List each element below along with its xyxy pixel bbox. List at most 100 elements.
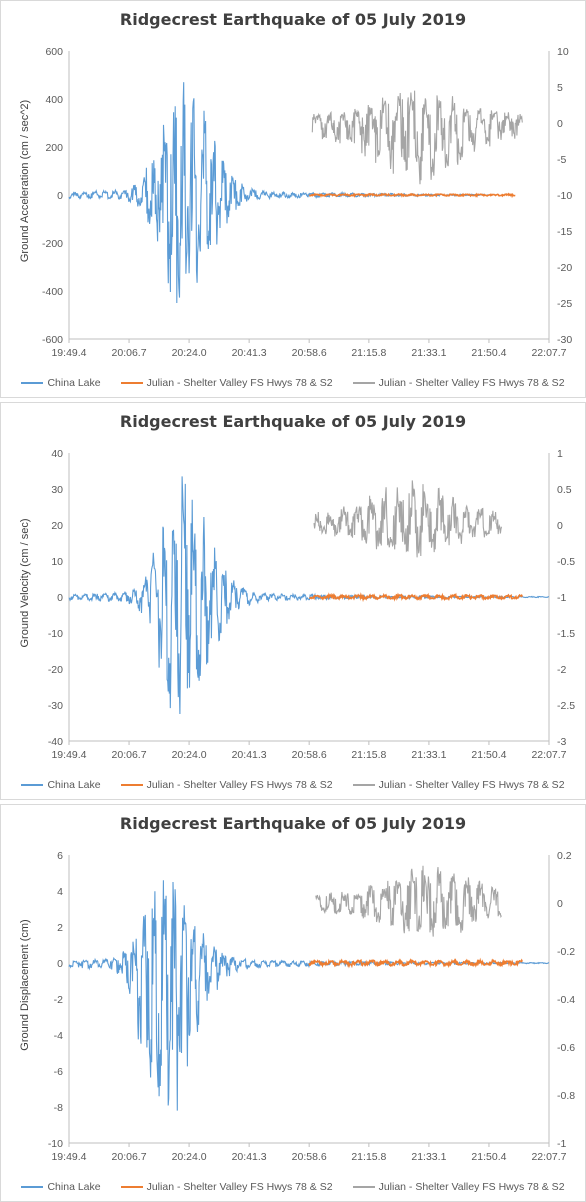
legend-swatch [21, 1186, 44, 1188]
x-tick-label: 21:15.8 [351, 1151, 386, 1163]
series-line-julian-left [309, 592, 524, 603]
y2-tick-label: -1 [557, 592, 566, 604]
x-tick-label: 21:50.4 [471, 347, 506, 359]
x-tick-label: 21:33.1 [411, 347, 446, 359]
x-tick-label: 21:15.8 [351, 749, 386, 761]
x-tick-label: 20:06.7 [112, 347, 147, 359]
x-tick-label: 19:49.4 [51, 1151, 86, 1163]
x-tick-label: 21:33.1 [411, 1151, 446, 1163]
y2-tick-label: 1 [557, 448, 563, 460]
chart-title: Ridgecrest Earthquake of 05 July 2019 [119, 814, 467, 833]
y-tick-label: 2 [57, 922, 63, 934]
series-line-julian-right [315, 865, 502, 937]
legend-item-china-lake: China Lake [21, 779, 101, 791]
series-line-julian-right [313, 480, 503, 558]
y-tick-label: 4 [57, 886, 63, 898]
legend-swatch [120, 382, 143, 384]
y-tick-label: -10 [48, 1138, 63, 1150]
y-tick-label: 30 [51, 484, 63, 496]
legend-item-julian-left: Julian - Shelter Valley FS Hwys 78 & S2 [120, 377, 333, 389]
x-tick-label: 20:41.3 [232, 749, 267, 761]
y2-tick-label: -15 [557, 226, 572, 238]
y-tick-label: -400 [42, 286, 63, 298]
series-line-julian-left [308, 957, 524, 969]
y2-tick-label: 10 [557, 46, 569, 58]
chart-panel-displacement: Ridgecrest Earthquake of 05 July 2019 Gr… [0, 804, 586, 1202]
y2-tick-label: -2 [557, 664, 566, 676]
y-tick-label: 10 [51, 556, 63, 568]
x-tick-label: 20:41.3 [232, 347, 267, 359]
series-line-china-lake [68, 82, 490, 304]
x-tick-label: 20:58.6 [292, 749, 327, 761]
legend-item-julian-right: Julian - Shelter Valley FS Hwys 78 & S2 [352, 1181, 565, 1193]
legend-item-julian-left: Julian - Shelter Valley FS Hwys 78 & S2 [120, 779, 333, 791]
y2-tick-label: -0.5 [557, 556, 575, 568]
legend: China Lake Julian - Shelter Valley FS Hw… [1, 779, 585, 791]
y2-tick-label: -0.4 [557, 994, 575, 1006]
legend-item-julian-right: Julian - Shelter Valley FS Hwys 78 & S2 [352, 377, 565, 389]
legend-swatch [120, 784, 143, 786]
x-tick-label: 20:24.0 [172, 1151, 207, 1163]
legend-item-julian-left: Julian - Shelter Valley FS Hwys 78 & S2 [120, 1181, 333, 1193]
y2-tick-label: 0.2 [557, 850, 572, 862]
x-tick-label: 20:06.7 [112, 1151, 147, 1163]
legend-swatch [352, 1186, 375, 1188]
chart-panel-velocity: Ridgecrest Earthquake of 05 July 2019 Gr… [0, 402, 586, 800]
x-tick-label: 21:33.1 [411, 749, 446, 761]
x-tick-label: 22:07.7 [531, 347, 566, 359]
legend-item-china-lake: China Lake [21, 377, 101, 389]
y2-tick-label: -0.2 [557, 946, 575, 958]
y2-tick-label: 0.5 [557, 484, 572, 496]
x-tick-label: 21:50.4 [471, 1151, 506, 1163]
x-tick-label: 20:58.6 [292, 347, 327, 359]
legend-item-china-lake: China Lake [21, 1181, 101, 1193]
x-tick-label: 21:15.8 [351, 347, 386, 359]
plot-area-velocity: 40 30 20 10 0 -10 -20 -30 -40 1 0.5 0 -0.5 -1 -1.5 -2 -2… [48, 448, 575, 761]
x-tick-label: 19:49.4 [51, 749, 86, 761]
y2-tick-label: -0.6 [557, 1042, 575, 1054]
y-tick-label: -2 [54, 994, 63, 1006]
y2-tick-label: -1 [557, 1138, 566, 1150]
y2-tick-label: 0 [557, 898, 563, 910]
y-tick-label: -30 [48, 700, 63, 712]
y2-tick-label: -1.5 [557, 628, 575, 640]
legend-swatch [21, 382, 44, 384]
y-tick-label: 200 [45, 142, 63, 154]
x-tick-label: 22:07.7 [531, 749, 566, 761]
y-tick-label: 0 [57, 190, 63, 202]
plot-area-displacement: 6 4 2 0 -2 -4 -6 -8 -10 0.2 0 -0.2 -0.4 -0.6 -0.8 -1 19:… [48, 850, 575, 1163]
y2-tick-label: -3 [557, 736, 566, 748]
y-tick-label: 0 [57, 592, 63, 604]
series-line-julian-left [309, 192, 516, 199]
plot-area-acceleration: 600 400 200 0 -200 -400 -600 10 5 0 -5 -10 -15 -20 -25… [42, 46, 572, 359]
y2-tick-label: 0 [557, 520, 563, 532]
legend-swatch [352, 784, 375, 786]
y-tick-label: -4 [54, 1030, 63, 1042]
x-tick-label: 20:24.0 [172, 347, 207, 359]
x-tick-label: 19:49.4 [51, 347, 86, 359]
chart-title: Ridgecrest Earthquake of 05 July 2019 [119, 412, 467, 431]
legend-item-julian-right: Julian - Shelter Valley FS Hwys 78 & S2 [352, 779, 565, 791]
y2-tick-label: 0 [557, 118, 563, 130]
y-tick-label: 6 [57, 850, 63, 862]
x-tick-label: 22:07.7 [531, 1151, 566, 1163]
y-tick-label: 400 [45, 94, 63, 106]
y2-tick-label: 5 [557, 82, 563, 94]
y-tick-label: 40 [51, 448, 63, 460]
y-tick-label: 20 [51, 520, 63, 532]
y-tick-label: -600 [42, 334, 63, 346]
legend-swatch [120, 1186, 143, 1188]
legend-swatch [352, 382, 375, 384]
y-tick-label: -6 [54, 1066, 63, 1078]
chart-title: Ridgecrest Earthquake of 05 July 2019 [119, 10, 467, 29]
legend-swatch [21, 784, 44, 786]
x-tick-label: 20:58.6 [292, 1151, 327, 1163]
x-tick-label: 21:50.4 [471, 749, 506, 761]
legend: China Lake Julian - Shelter Valley FS Hw… [1, 377, 585, 389]
x-tick-label: 20:41.3 [232, 1151, 267, 1163]
y2-tick-label: -25 [557, 298, 572, 310]
y-tick-label: 0 [57, 958, 63, 970]
y2-tick-label: -10 [557, 190, 572, 202]
y2-tick-label: -30 [557, 334, 572, 346]
y2-tick-label: -2.5 [557, 700, 575, 712]
